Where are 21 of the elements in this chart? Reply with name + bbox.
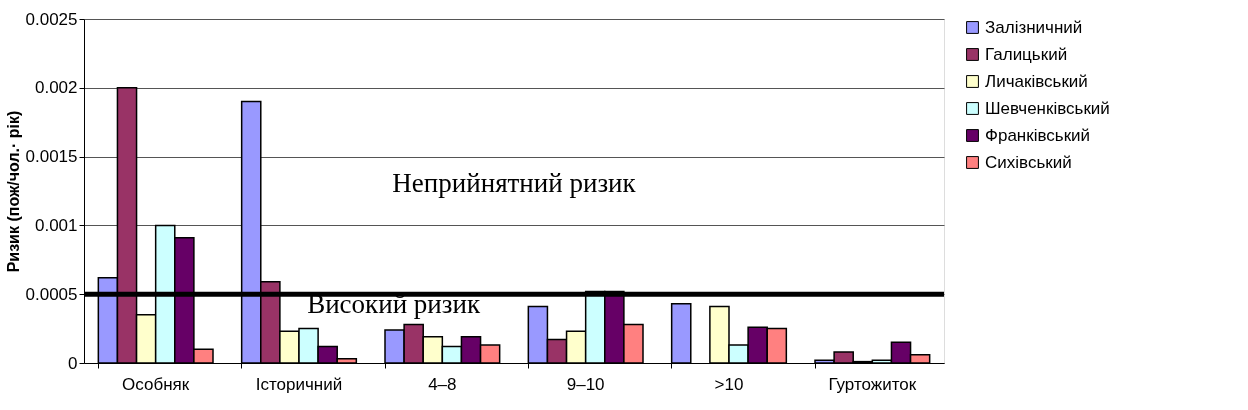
y-tick-label: 0.0015 — [25, 147, 78, 167]
legend-label: Личаківський — [985, 71, 1088, 91]
x-tick-label: 9–10 — [566, 374, 605, 394]
x-tick-label: >10 — [714, 374, 744, 394]
y-tick-label: 0 — [68, 353, 78, 373]
legend-label: Залізничний — [985, 17, 1083, 37]
x-tick-label: 4–8 — [428, 374, 457, 394]
annotation: Неприйнятний ризик — [392, 168, 637, 199]
x-tick-label: Особняк — [122, 374, 190, 394]
x-tick-label: Історичний — [255, 374, 343, 394]
x-tick-label: Гуртожиток — [828, 374, 917, 394]
annotation: Високий ризик — [307, 288, 481, 319]
legend-label: Франківський — [985, 125, 1091, 145]
y-tick-label: 0.002 — [34, 78, 78, 98]
y-tick-label: 0.0025 — [25, 9, 78, 29]
legend-label: Шевченківський — [985, 98, 1110, 118]
y-axis-title: Ризик (пож/чол.· рік) — [4, 110, 22, 273]
legend-label: Галицький — [985, 44, 1068, 64]
legend-label: Сихівський — [985, 152, 1072, 172]
y-tick-label: 0.001 — [34, 215, 78, 235]
y-tick-label: 0.0005 — [25, 284, 78, 304]
